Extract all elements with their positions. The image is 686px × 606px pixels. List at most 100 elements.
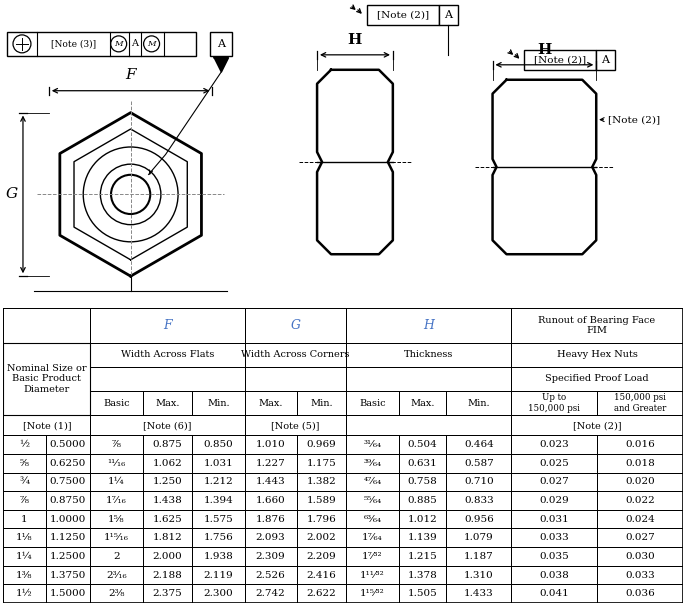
Text: 0.587: 0.587: [464, 459, 494, 468]
Bar: [3, 454, 45, 473]
Text: 0.7500: 0.7500: [50, 478, 86, 487]
Text: 1.031: 1.031: [204, 459, 233, 468]
Bar: [143, 473, 192, 491]
Bar: [297, 473, 346, 491]
Text: A: A: [601, 55, 609, 65]
Circle shape: [143, 36, 160, 52]
Bar: [45, 547, 91, 566]
Bar: [244, 308, 346, 342]
Bar: [367, 5, 439, 25]
Text: 1.382: 1.382: [307, 478, 336, 487]
Bar: [91, 435, 143, 454]
Bar: [597, 491, 683, 510]
Text: 1.139: 1.139: [407, 533, 438, 542]
Text: ⁷⁄₈: ⁷⁄₈: [19, 496, 29, 505]
Bar: [399, 391, 446, 415]
Bar: [512, 308, 683, 342]
Bar: [399, 566, 446, 584]
Text: Runout of Bearing Face
FIM: Runout of Bearing Face FIM: [539, 316, 656, 335]
Bar: [192, 435, 244, 454]
Text: ½: ½: [19, 440, 29, 449]
Text: 0.631: 0.631: [407, 459, 438, 468]
Text: 2³⁄₈: 2³⁄₈: [108, 589, 125, 598]
Bar: [91, 566, 143, 584]
Text: 0.969: 0.969: [307, 440, 336, 449]
Text: 2.002: 2.002: [307, 533, 336, 542]
Text: [Note (6)]: [Note (6)]: [143, 421, 191, 430]
Text: F: F: [163, 319, 172, 331]
Bar: [597, 391, 683, 415]
Text: 0.022: 0.022: [625, 496, 654, 505]
Text: G: G: [6, 187, 18, 201]
Text: ⁶³⁄₆₄: ⁶³⁄₆₄: [364, 514, 381, 524]
Text: 150,000 psi
and Greater: 150,000 psi and Greater: [613, 393, 666, 413]
Bar: [297, 454, 346, 473]
Bar: [244, 367, 346, 391]
Text: 0.875: 0.875: [152, 440, 182, 449]
Bar: [597, 547, 683, 566]
Text: 0.027: 0.027: [625, 533, 654, 542]
Bar: [3, 435, 45, 454]
Bar: [3, 342, 91, 415]
Bar: [597, 566, 683, 584]
Text: Up to
150,000 psi: Up to 150,000 psi: [528, 393, 580, 413]
Text: 2.622: 2.622: [307, 589, 336, 598]
Bar: [512, 367, 683, 391]
Bar: [45, 491, 91, 510]
Text: [Note (3)]: [Note (3)]: [51, 39, 96, 48]
Text: 1.227: 1.227: [256, 459, 285, 468]
Text: 1³⁄₈: 1³⁄₈: [16, 570, 33, 579]
Text: 1.079: 1.079: [464, 533, 494, 542]
Bar: [91, 454, 143, 473]
Bar: [346, 391, 399, 415]
Bar: [143, 584, 192, 603]
Text: 0.030: 0.030: [625, 552, 654, 561]
Text: 2.119: 2.119: [204, 570, 233, 579]
Circle shape: [111, 175, 150, 214]
Bar: [91, 510, 143, 528]
Circle shape: [100, 164, 161, 225]
Text: G: G: [290, 319, 300, 331]
Text: 0.956: 0.956: [464, 514, 494, 524]
Bar: [446, 473, 512, 491]
Text: 0.041: 0.041: [539, 589, 569, 598]
Bar: [3, 491, 45, 510]
Bar: [45, 528, 91, 547]
Bar: [45, 584, 91, 603]
Text: 0.024: 0.024: [625, 514, 654, 524]
Bar: [91, 308, 244, 342]
Text: 1.394: 1.394: [204, 496, 233, 505]
Bar: [512, 528, 597, 547]
Bar: [346, 566, 399, 584]
Bar: [3, 308, 91, 342]
Bar: [244, 510, 297, 528]
Bar: [297, 528, 346, 547]
Text: 0.6250: 0.6250: [50, 459, 86, 468]
Text: 1.187: 1.187: [464, 552, 494, 561]
Bar: [512, 342, 683, 367]
Text: 1.625: 1.625: [152, 514, 182, 524]
Text: 0.036: 0.036: [625, 589, 654, 598]
Text: 1.876: 1.876: [256, 514, 285, 524]
Text: Max.: Max.: [259, 399, 283, 408]
Bar: [346, 528, 399, 547]
Bar: [346, 473, 399, 491]
Text: Min.: Min.: [468, 399, 490, 408]
Text: 1.433: 1.433: [464, 589, 494, 598]
Bar: [399, 510, 446, 528]
Bar: [45, 454, 91, 473]
Bar: [143, 510, 192, 528]
Text: 1.575: 1.575: [204, 514, 233, 524]
Bar: [446, 584, 512, 603]
Text: Min.: Min.: [207, 399, 230, 408]
Text: 2.416: 2.416: [307, 570, 336, 579]
Bar: [244, 435, 297, 454]
Text: ³⁹⁄₆₄: ³⁹⁄₆₄: [364, 459, 381, 468]
Bar: [297, 584, 346, 603]
Text: F: F: [126, 68, 136, 82]
Text: 1.443: 1.443: [256, 478, 285, 487]
Bar: [143, 454, 192, 473]
Text: 0.464: 0.464: [464, 440, 494, 449]
Text: Min.: Min.: [310, 399, 333, 408]
Text: 1⁷⁄₁₆: 1⁷⁄₁₆: [106, 496, 127, 505]
